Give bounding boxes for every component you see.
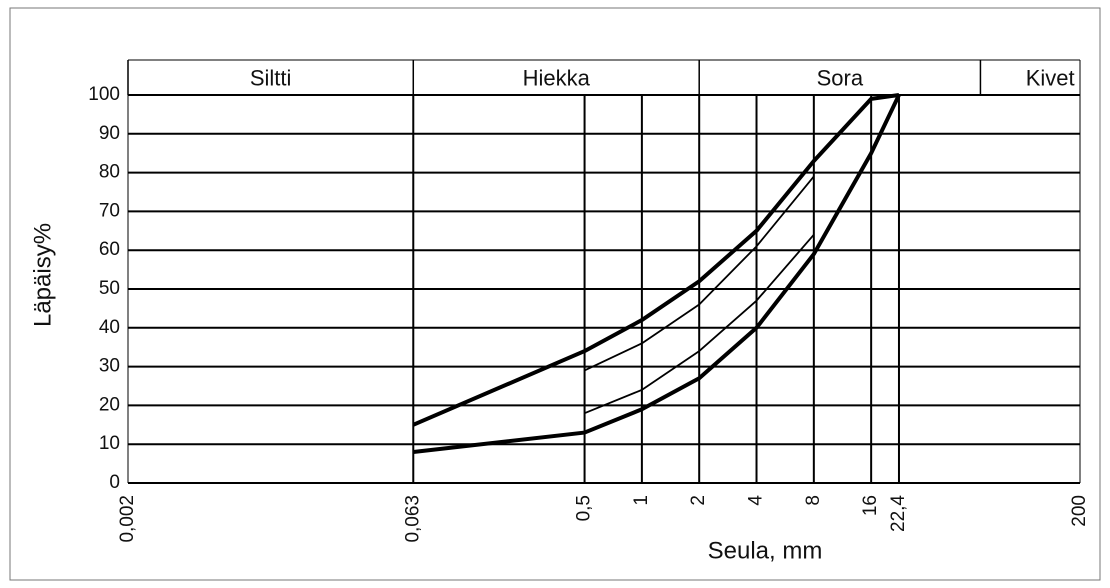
x-axis-label: Seula, mm xyxy=(708,537,823,564)
y-tick-label: 10 xyxy=(99,433,120,454)
y-tick-label: 0 xyxy=(109,472,120,493)
y-tick-label: 60 xyxy=(99,239,120,260)
y-tick-label: 20 xyxy=(99,394,120,415)
y-tick-label: 30 xyxy=(99,356,120,377)
x-tick-label: 22,4 xyxy=(888,495,909,532)
x-tick-label: 4 xyxy=(746,495,767,506)
x-tick-label: 0,5 xyxy=(574,495,595,521)
curve xyxy=(584,234,815,414)
y-tick-label: 40 xyxy=(99,317,120,338)
x-tick-label: 200 xyxy=(1069,495,1090,527)
frame xyxy=(9,7,1101,581)
x-tick-label: 2 xyxy=(688,495,709,506)
curve xyxy=(413,94,901,454)
y-tick-label: 50 xyxy=(99,278,120,299)
zone-label: Hiekka xyxy=(523,65,591,90)
y-tick-label: 90 xyxy=(99,123,120,144)
y-axis-label: Läpäisy% xyxy=(29,223,56,327)
zone-label: Siltti xyxy=(250,65,292,90)
zone-label: Sora xyxy=(817,65,864,90)
x-tick-label: 1 xyxy=(631,495,652,506)
y-tick-label: 80 xyxy=(99,162,120,183)
x-tick-label: 0,002 xyxy=(117,495,138,543)
curve xyxy=(584,175,815,372)
y-tick-label: 100 xyxy=(88,84,120,105)
y-tick-label: 70 xyxy=(99,200,120,221)
x-tick-label: 16 xyxy=(860,495,881,516)
zone-label: Kivet xyxy=(1026,65,1075,90)
x-tick-label: 0,063 xyxy=(402,495,423,543)
curve xyxy=(412,93,900,427)
x-tick-label: 8 xyxy=(803,495,824,506)
